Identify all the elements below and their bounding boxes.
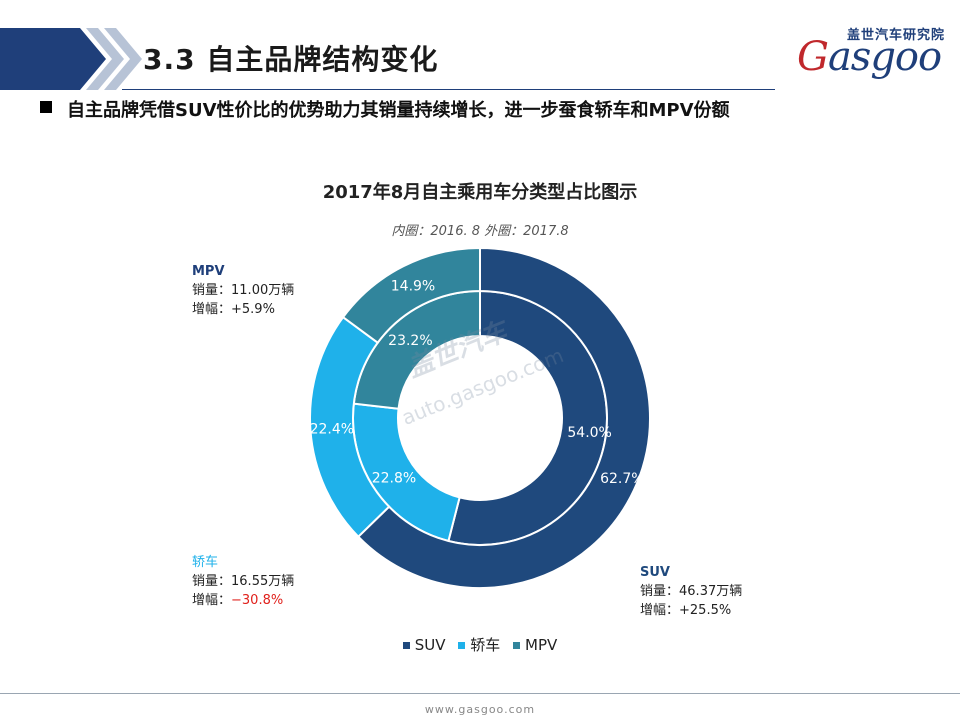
footer-url: www.gasgoo.com (424, 703, 536, 716)
outer-label-suv: 62.7% (600, 471, 644, 487)
annotation-mpv-sales: 11.00万辆 (231, 283, 295, 298)
legend-label-suv: SUV (414, 636, 446, 654)
annotation-mpv: MPV 销量：11.00万辆 增幅：+5.9% (192, 262, 294, 319)
outer-slice-mpv (341, 246, 481, 345)
inner-label-suv: 54.0% (567, 425, 611, 441)
annotation-suv: SUV 销量：46.37万辆 增幅：+25.5% (640, 563, 742, 620)
annotation-suv-growth-label: 增幅： (640, 603, 680, 618)
annotation-sedan-sales: 16.55万辆 (231, 574, 295, 589)
chart-legend: SUV 轿车 MPV (0, 634, 960, 655)
annotation-suv-sales: 46.37万辆 (679, 584, 743, 599)
logo-cn-text: 盖世汽车研究院 (846, 28, 945, 43)
annotation-suv-sales-label: 销量： (640, 584, 680, 599)
annotation-suv-name: SUV (640, 565, 670, 580)
logo-en-text: Gasgoo (797, 34, 942, 80)
legend-swatch-sedan (458, 642, 466, 649)
outer-slice-suv (356, 246, 651, 589)
legend-swatch-mpv (513, 642, 521, 649)
inner-label-sedan: 22.8% (372, 470, 416, 486)
logo-rest: asgoo (827, 34, 942, 80)
legend-label-sedan: 轿车 (470, 636, 501, 654)
legend-label-mpv: MPV (525, 636, 558, 654)
legend-item-sedan: 轿车 (458, 634, 500, 655)
outer-label-sedan: 22.4% (310, 421, 354, 437)
annotation-mpv-growth-label: 增幅： (192, 302, 232, 317)
slide-subtitle: 自主品牌凭借SUV性价比的优势助力其销量持续增长，进一步蚕食轿车和MPV份额 (67, 100, 730, 121)
section-title: 3.3 自主品牌结构变化 (143, 43, 439, 76)
outer-label-mpv: 14.9% (391, 278, 435, 294)
legend-swatch-suv (402, 642, 410, 649)
legend-item-suv: SUV (402, 636, 446, 654)
annotation-mpv-sales-label: 销量： (192, 283, 232, 298)
annotation-suv-growth: +25.5% (679, 603, 732, 618)
annotation-mpv-growth: +5.9% (231, 302, 275, 317)
legend-item-mpv: MPV (513, 636, 557, 654)
footer-divider (0, 693, 960, 694)
header-banner (0, 28, 775, 90)
annotation-sedan: 轿车 销量：16.55万辆 增幅：−30.8% (192, 553, 294, 610)
annotation-sedan-growth-label: 增幅： (192, 593, 232, 608)
inner-label-mpv: 23.2% (388, 333, 432, 349)
bullet-square (40, 101, 52, 113)
gasgoo-logo: 盖世汽车研究院 Gasgoo (795, 24, 945, 84)
logo-initial: G (797, 34, 829, 80)
chart-title: 2017年8月自主乘用车分类型占比图示 (322, 182, 638, 203)
annotation-mpv-name: MPV (192, 264, 225, 279)
annotation-sedan-sales-label: 销量： (192, 574, 232, 589)
annotation-sedan-name: 轿车 (192, 555, 219, 570)
chart-subtitle: 内圈：2016. 8 外圈：2017.8 (391, 224, 569, 239)
annotation-sedan-growth: −30.8% (231, 593, 284, 608)
